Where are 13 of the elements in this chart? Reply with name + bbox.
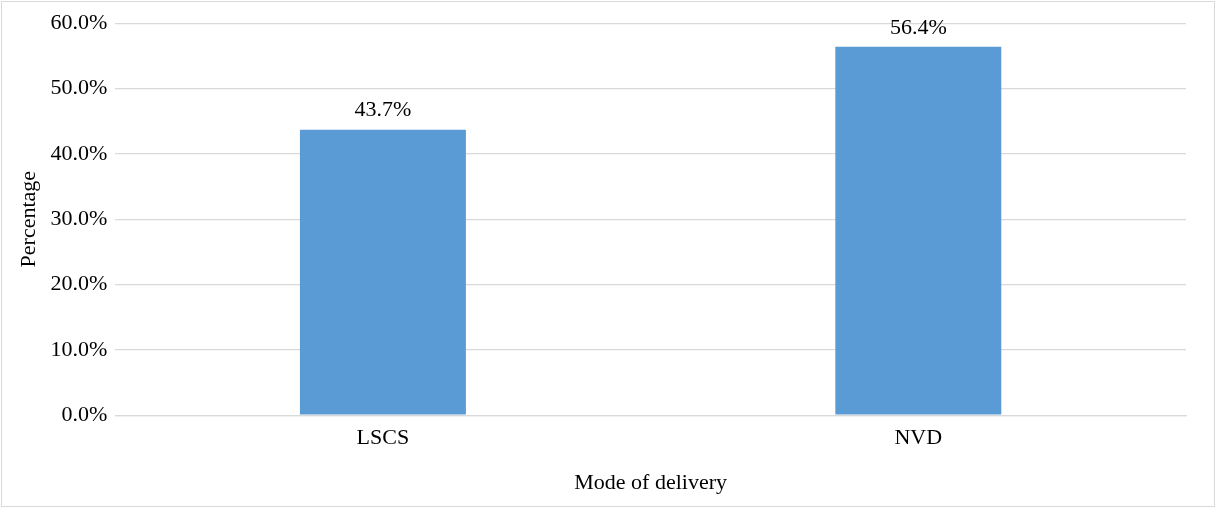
x-axis-title: Mode of delivery: [574, 468, 727, 494]
y-tick-label: 40.0%: [50, 139, 108, 165]
y-axis-title: Percentage: [14, 170, 40, 268]
x-tick-label: NVD: [894, 424, 943, 450]
y-tick-label: 0.0%: [61, 400, 108, 426]
y-tick-label: 20.0%: [50, 270, 108, 296]
y-tick-label: 30.0%: [50, 204, 108, 230]
y-tick-label: 60.0%: [50, 8, 108, 34]
y-tick-label: 50.0%: [50, 74, 108, 100]
data-label: 43.7%: [354, 96, 412, 122]
data-label: 56.4%: [889, 13, 947, 39]
x-tick-label: LSCS: [356, 424, 410, 450]
y-tick-label: 10.0%: [50, 335, 108, 361]
